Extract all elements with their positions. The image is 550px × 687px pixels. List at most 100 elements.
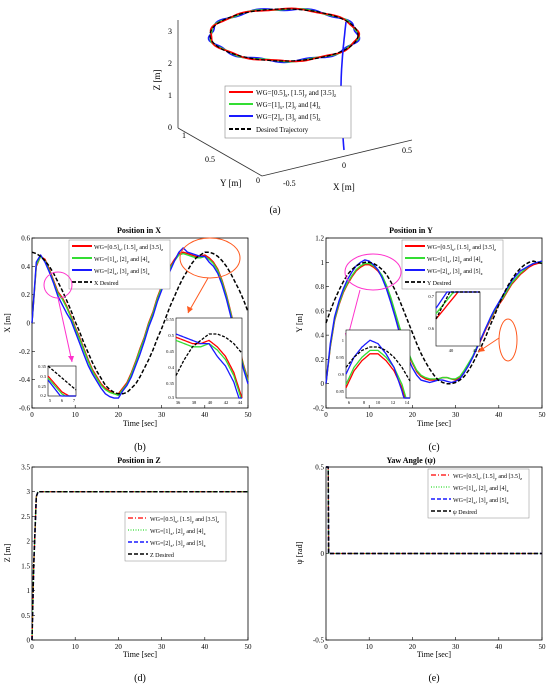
panel-b-x-label: Time [sec] [123, 419, 157, 428]
y-tick-label: 1 [321, 259, 325, 267]
inset-left-xticks: 5 6 7 [49, 398, 76, 403]
legend-b-wg1-2: , [1.5] [121, 245, 136, 251]
inset-bottom-xtick-0: 6 [348, 400, 351, 405]
legend-b-wg2-1: x [114, 259, 117, 264]
y-tick-label: 1.5 [21, 562, 30, 570]
panel-d-x-label: Time [sec] [123, 650, 157, 659]
inset-right-xtick-0: 36 [176, 400, 181, 405]
legend-a: WG=[0.5]x, [1.5]y and [3.5]z WG=[1]x, [2… [224, 85, 352, 139]
panel-e-y-ticks: -0.5 0 0.5 [313, 464, 329, 645]
y-tick-2: 1 [182, 131, 186, 140]
legend-c-wg3-5: z [481, 271, 483, 276]
panel-c-orange-arrowhead [478, 346, 485, 352]
inset-left-series [47, 365, 77, 397]
legend-c-wg1: WG=[0.5]x, [1.5]y and [3.5]z [427, 245, 496, 252]
panel-b-inset-left: 0.35 0.3 0.25 0.2 5 6 7 [38, 364, 77, 403]
panel-d: Position in Z 0 0.5 1 1.5 2 2.5 3 3.5 0 10 20 30 40… [3, 456, 252, 684]
legend-c-wg1-5: z [494, 247, 496, 252]
legend-b-wg1-5: z [161, 247, 163, 252]
y-tick-label: 0.4 [315, 332, 324, 340]
legend-d-wg2-5: z [204, 531, 206, 536]
y-axis-label: Y [m] [220, 178, 241, 188]
legend-b-wg2-4: and [4] [129, 257, 148, 263]
x-tick-label: 10 [72, 411, 80, 419]
inset-bottom-ytick-2: 0.95 [336, 355, 345, 360]
legend-c-wg3-2: , [3] [450, 269, 460, 275]
y-tick-label: 0 [27, 320, 31, 328]
inset-bottom-series [345, 339, 411, 399]
inset-bottom-xtick-2: 10 [376, 400, 381, 405]
panel-b-orange-arrow [187, 277, 209, 314]
x-tick-label: 10 [72, 643, 80, 651]
y-tick-0: 0 [256, 176, 260, 185]
y-tick-label: 0.6 [21, 235, 30, 243]
series-green-line [325, 261, 542, 384]
y-tick-label: 0.4 [21, 263, 30, 271]
legend-a-wg1-1: x [285, 94, 288, 99]
inset-left-ytick-1: 0.25 [38, 384, 47, 389]
panel-c-x-ticks: 0 10 20 30 40 50 [324, 405, 546, 419]
legend-c-wg2-0: WG=[1] [427, 257, 447, 263]
inset-bottom-ytick-1: 0.9 [338, 372, 344, 377]
panel-e-x-ticks: 0 10 20 30 40 50 [324, 637, 546, 651]
legend-a-wg3-3: y [294, 118, 297, 123]
legend-b-wg2-5: z [148, 259, 150, 264]
panel-c: Position in Y -0.200.20.40.60.811.2 0 10 2… [295, 226, 546, 453]
legend-a-wg1: WG=[0.5]x, [1.5]y and [3.5]z [256, 89, 337, 99]
panel-c-y-ticks: -0.2 0 0.2 0.4 0.6 0.8 1 1.2 [313, 235, 329, 413]
legend-c-wg1-1: x [452, 247, 455, 252]
legend-d-wg1-1: x [175, 519, 178, 524]
legend-d-wg3-5: z [204, 543, 206, 548]
inset-right-xtick-3: 42 [224, 400, 229, 405]
legend-e-wg2-0: WG=[1] [453, 486, 473, 492]
panel-c-inset-bottom: 1 0.95 0.9 0.85 6 8 10 12 14 [336, 329, 411, 405]
legend-b-wg3-3: y [127, 271, 130, 276]
x-tick-label: 50 [245, 643, 253, 651]
panel-c-x-label: Time [sec] [417, 419, 451, 428]
x-axis-line [261, 139, 413, 177]
panel-c-title: Position in Y [389, 226, 433, 235]
inset-bottom-xtick-3: 12 [391, 400, 396, 405]
panel-d-y-label: Z [m] [3, 543, 12, 562]
legend-a-wg3: WG=[2]x, [3]y and [5]z [256, 113, 321, 123]
legend-a-wg1-2: , [1.5] [288, 89, 305, 97]
series-black-line [31, 490, 248, 641]
x-axis-label: X [m] [333, 182, 355, 192]
legend-a-wg3-5: z [318, 118, 321, 123]
z-tick-2: 2 [168, 59, 172, 68]
legend-b-wg1: WG=[0.5]x, [1.5]y and [3.5]z [94, 245, 163, 252]
legend-b-wg1-0: WG=[0.5] [94, 245, 119, 251]
legend-d-zdes: Z Desired [150, 553, 174, 559]
y-tick-label: -0.2 [19, 348, 31, 356]
y-tick-label: 3.5 [21, 464, 30, 472]
legend-c-wg3-0: WG=[2] [427, 269, 447, 275]
z-ticks: 3 2 1 0 [168, 27, 172, 132]
legend-c-wg2-3: y [460, 259, 463, 264]
inset-right-xticks: 36 38 40 42 44 [176, 400, 243, 405]
legend-b-wg1-4: and [3.5] [138, 245, 161, 251]
panel-c-magenta-ellipse [344, 253, 402, 291]
inset-series-blue [47, 379, 76, 397]
legend-e-wg2-2: , [2] [476, 486, 486, 492]
inset-bottom-ytick-3: 1 [342, 338, 344, 343]
legend-d-wg2-2: , [2] [173, 529, 183, 535]
inset-top-ytick-0: 0.6 [428, 326, 434, 331]
legend-d-wg3-1: x [170, 543, 173, 548]
legend-a-wg2-2: , [2] [282, 101, 294, 109]
legend-d-wg3: WG=[2]x, [3]y and [5]z [150, 541, 206, 548]
x-tick-label: 30 [452, 411, 460, 419]
x-tick-label: 20 [115, 411, 123, 419]
panel-b-orange-arrowhead [187, 306, 193, 313]
x-tick-label: 10 [366, 411, 374, 419]
legend-c-wg3: WG=[2]x, [3]y and [5]z [427, 269, 483, 276]
legend-d-wg2-1: x [170, 531, 173, 536]
legend-c-wg2-4: and [4] [462, 257, 481, 263]
inset-right-ytick-1: 0.35 [166, 381, 175, 386]
legend-a-wg2-1: x [280, 106, 283, 111]
legend-e: WG=[0.5]x, [1.5]y and [3.5]z WG=[1]x, [2… [427, 468, 530, 519]
y-tick-label: 0 [27, 637, 31, 645]
inset-series-green [345, 349, 410, 399]
y-tick-label: -0.5 [313, 637, 325, 645]
legend-c-wg2: WG=[1]x, [2]y and [4]z [427, 257, 483, 264]
